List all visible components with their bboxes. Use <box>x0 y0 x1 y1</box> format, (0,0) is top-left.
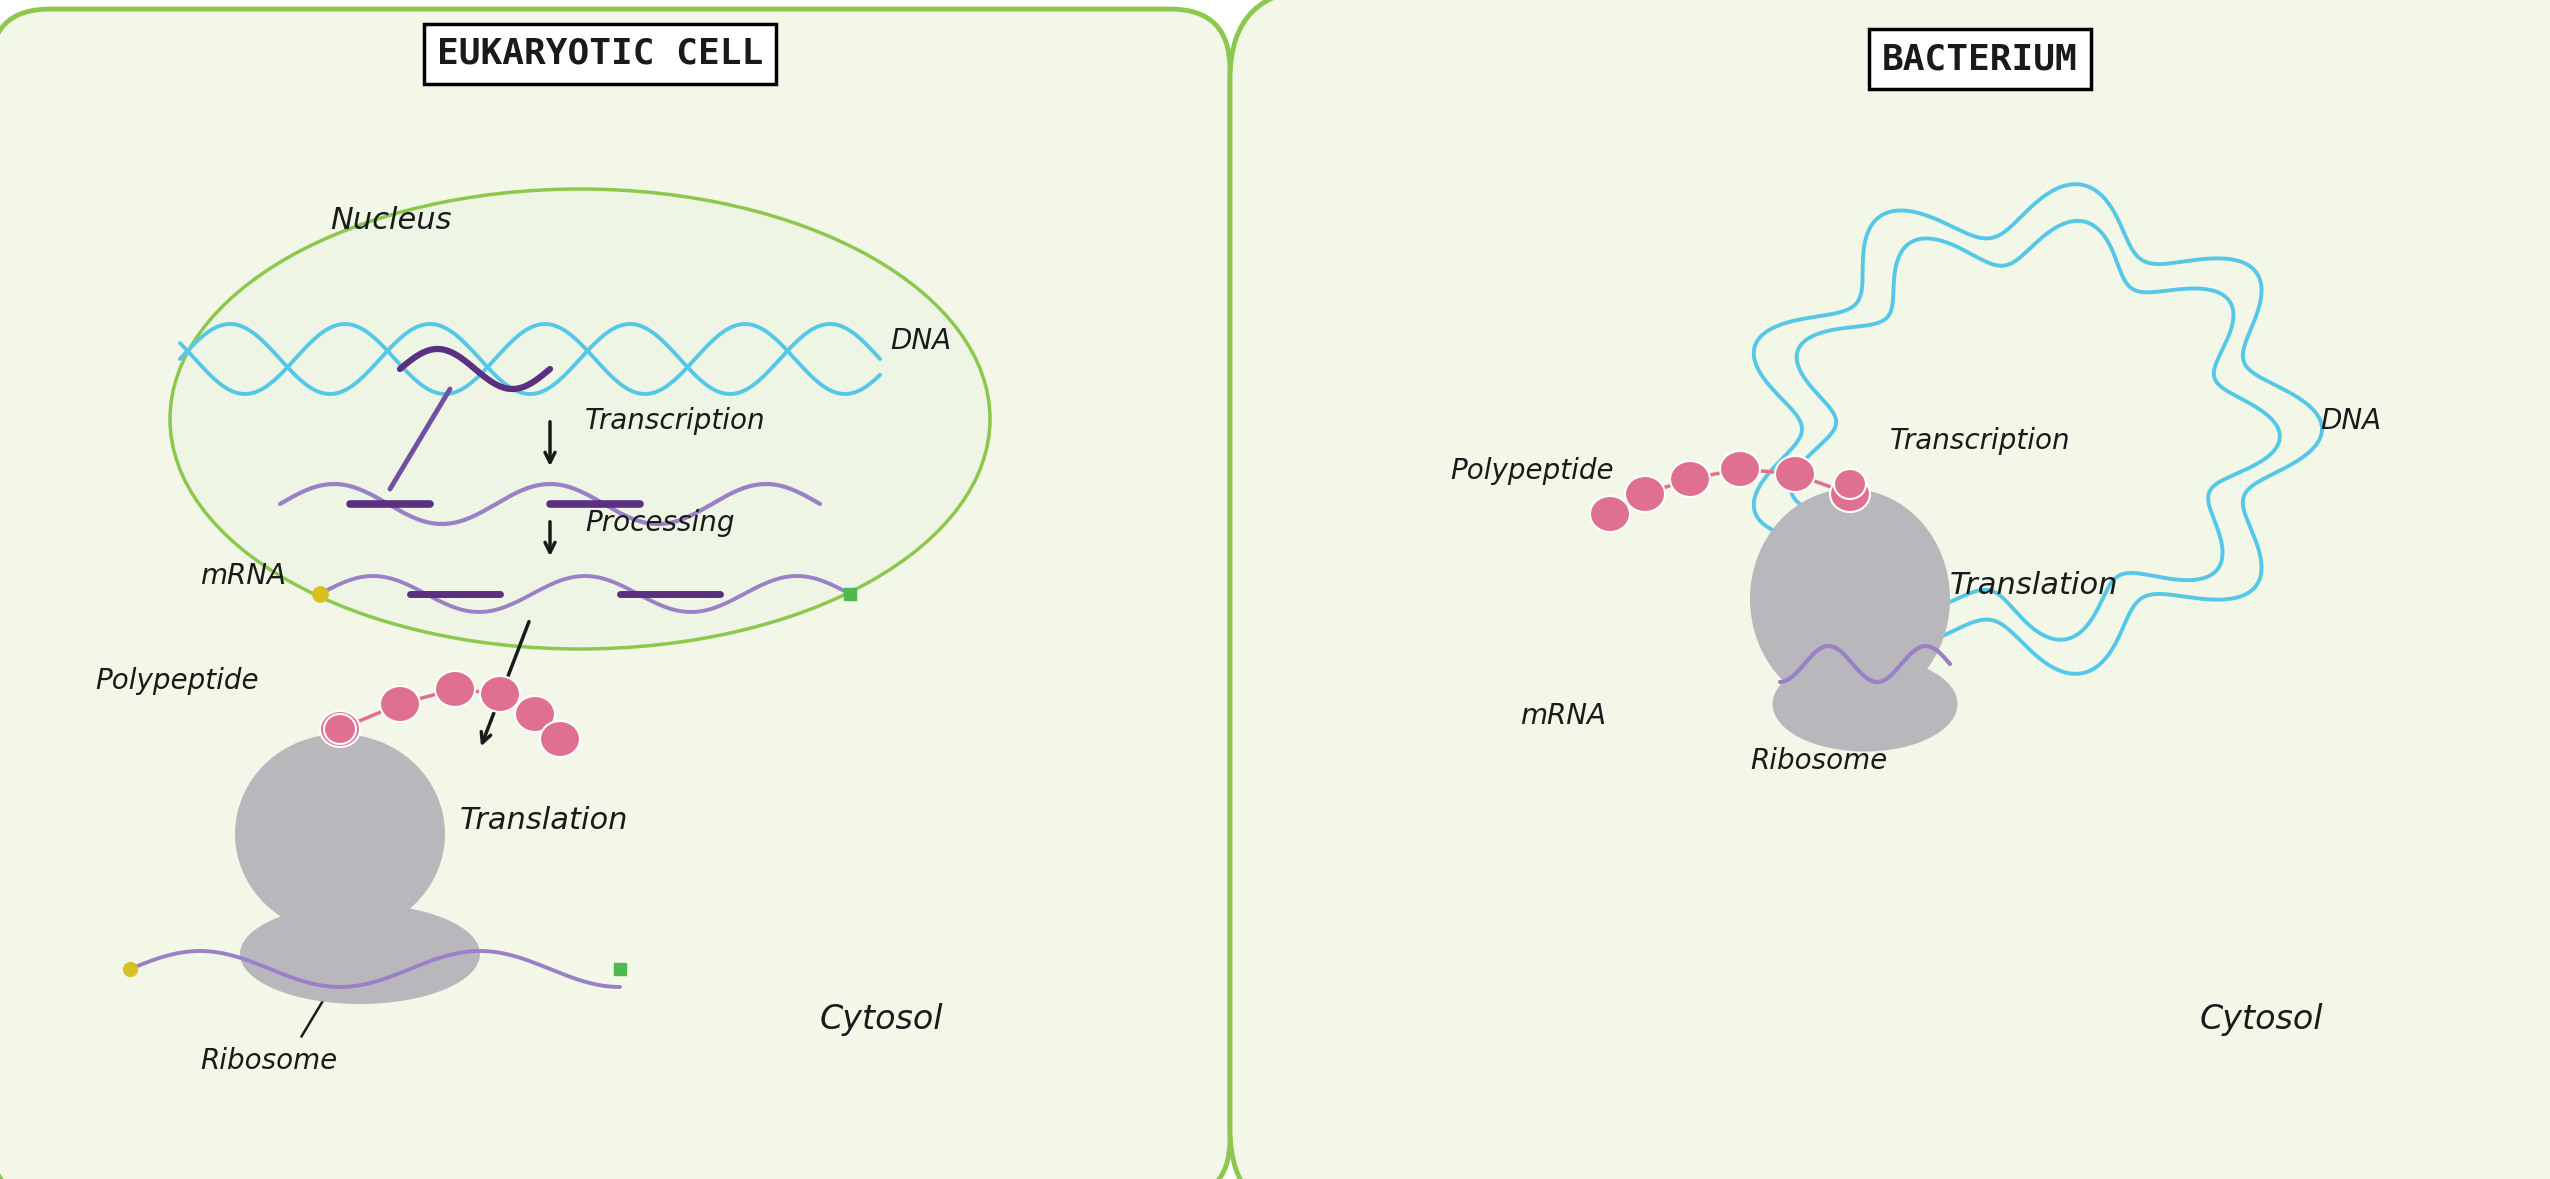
Text: EUKARYOTIC CELL: EUKARYOTIC CELL <box>436 37 762 71</box>
Text: Ribosome: Ribosome <box>1749 747 1887 775</box>
Ellipse shape <box>515 696 556 732</box>
Ellipse shape <box>1833 469 1867 499</box>
Ellipse shape <box>235 735 446 934</box>
Text: Nucleus: Nucleus <box>329 206 451 235</box>
FancyBboxPatch shape <box>1229 0 2550 1179</box>
Ellipse shape <box>1831 476 1869 512</box>
Ellipse shape <box>240 904 479 1005</box>
Text: BACTERIUM: BACTERIUM <box>1882 42 2078 75</box>
Text: Cytosol: Cytosol <box>2201 1003 2323 1036</box>
Ellipse shape <box>171 189 989 648</box>
Ellipse shape <box>324 714 357 744</box>
Ellipse shape <box>479 676 520 712</box>
Text: DNA: DNA <box>890 327 951 355</box>
Ellipse shape <box>1591 496 1629 532</box>
Ellipse shape <box>1721 452 1759 487</box>
Ellipse shape <box>380 686 421 722</box>
Ellipse shape <box>1670 461 1711 498</box>
Ellipse shape <box>1775 456 1816 492</box>
Ellipse shape <box>436 671 474 707</box>
Text: Cytosol: Cytosol <box>821 1003 944 1036</box>
Ellipse shape <box>541 722 579 757</box>
Ellipse shape <box>1772 657 1958 751</box>
Text: mRNA: mRNA <box>1520 702 1606 730</box>
Text: Transcription: Transcription <box>1890 427 2071 455</box>
Ellipse shape <box>1749 489 1951 709</box>
Text: Polypeptide: Polypeptide <box>94 667 258 694</box>
Ellipse shape <box>319 711 360 747</box>
Ellipse shape <box>1624 476 1665 512</box>
Text: Transcription: Transcription <box>584 407 765 435</box>
Text: DNA: DNA <box>2320 407 2382 435</box>
Text: Translation: Translation <box>1951 571 2119 600</box>
Text: Processing: Processing <box>584 509 734 536</box>
Text: Translation: Translation <box>459 806 627 835</box>
Text: Ribosome: Ribosome <box>199 1047 337 1075</box>
Text: Polypeptide: Polypeptide <box>1451 457 1614 485</box>
Text: mRNA: mRNA <box>199 562 286 590</box>
FancyBboxPatch shape <box>0 9 1229 1179</box>
